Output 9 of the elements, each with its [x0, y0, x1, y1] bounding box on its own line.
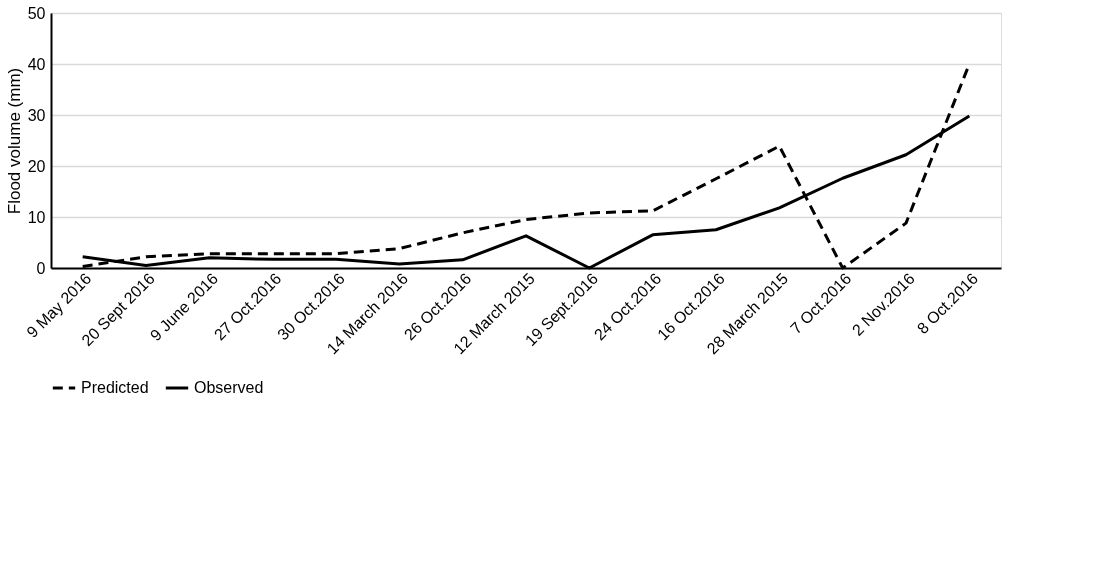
legend-label: Predicted [81, 379, 149, 396]
y-tick-label: 10 [27, 208, 46, 226]
y-tick-label: 40 [27, 55, 46, 73]
y-axis-title: Flood volume (mm) [4, 67, 24, 215]
y-tick-label: 20 [27, 157, 46, 175]
legend-label: Observed [194, 379, 264, 396]
y-tick-label: 30 [27, 106, 46, 124]
y-tick-label: 0 [36, 259, 46, 277]
y-tick-label: 50 [27, 4, 46, 22]
